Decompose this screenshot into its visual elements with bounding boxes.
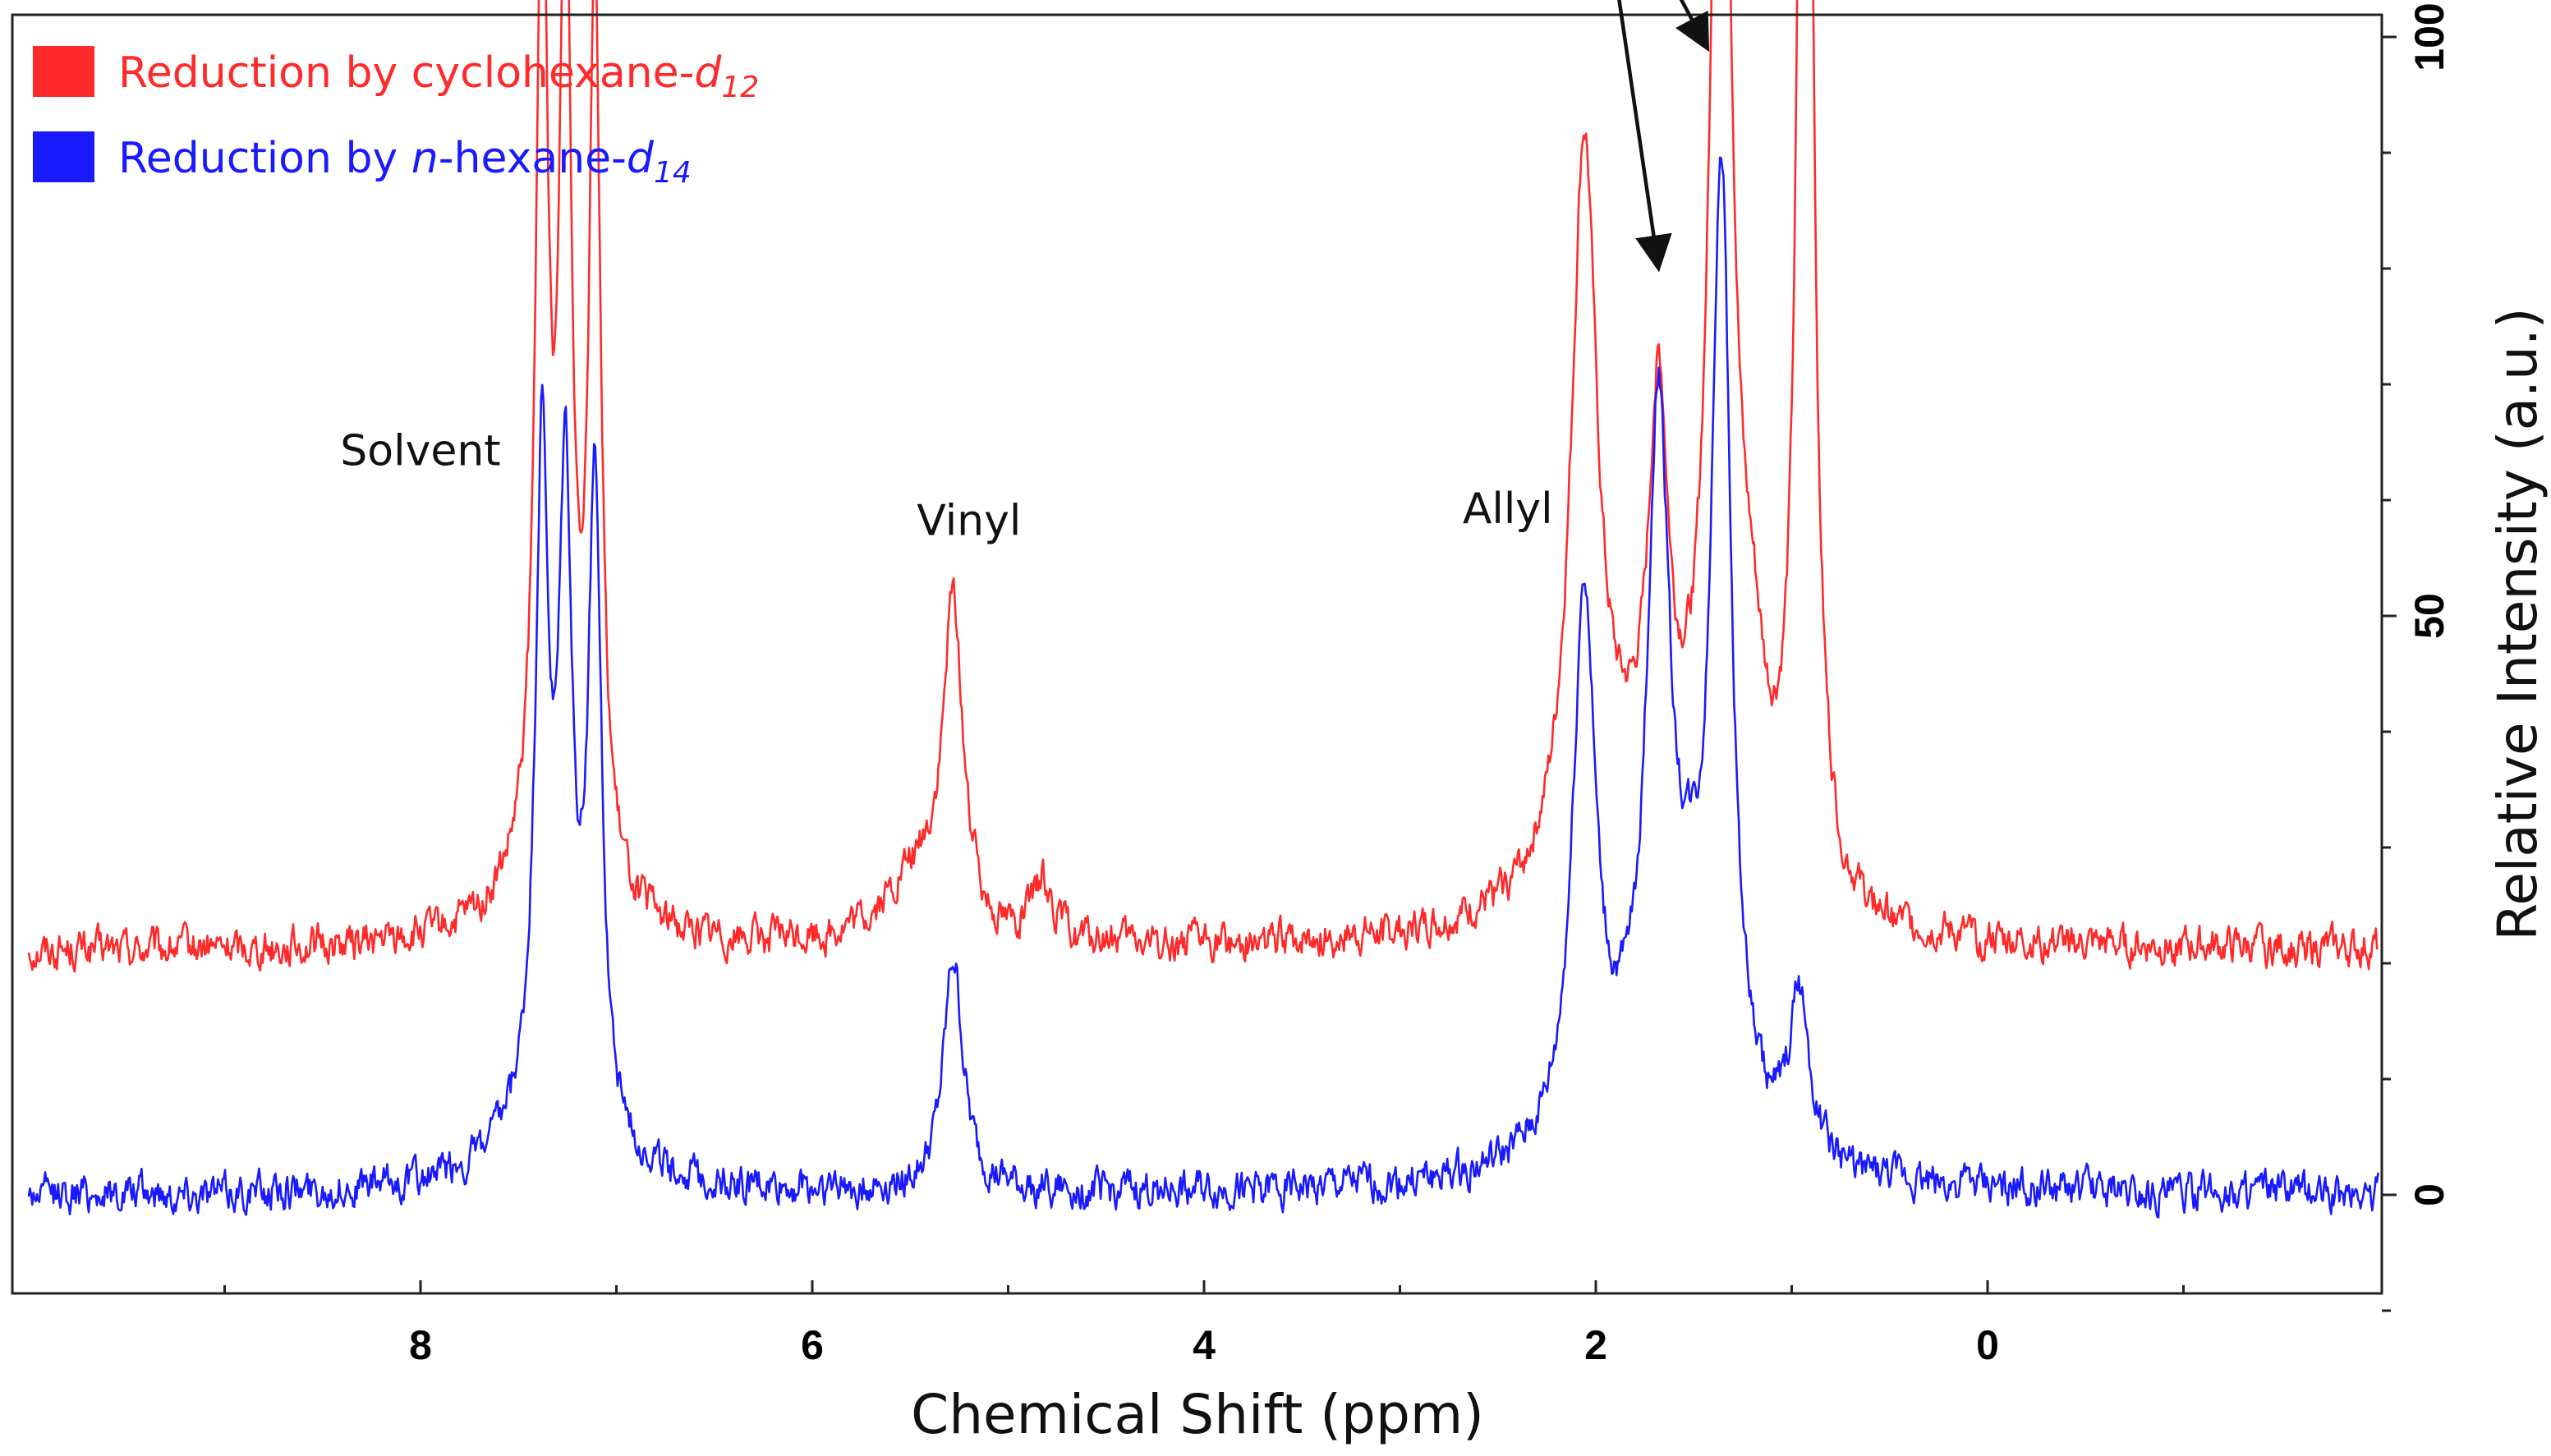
annotation-allyl: Allyl bbox=[1463, 485, 1553, 534]
y-tick-label: 0 bbox=[2406, 1183, 2452, 1206]
legend-swatch-1 bbox=[33, 46, 94, 97]
y-axis-title: Relative Intensity (a.u.) bbox=[2486, 307, 2549, 940]
x-tick-label: 0 bbox=[1976, 1322, 1999, 1368]
annotation-vinyl: Vinyl bbox=[917, 496, 1021, 545]
x-tick-label: 2 bbox=[1584, 1322, 1607, 1368]
methylene-arrow bbox=[1617, 0, 1672, 273]
legend: Reduction by cyclohexane-d12 Reduction by… bbox=[33, 46, 759, 190]
legend-label-1: Reduction by cyclohexane-d12 bbox=[118, 48, 759, 104]
legend-label-2: Reduction by n-hexane-d14 bbox=[118, 134, 692, 190]
annotations-layer: SolventVinylAllylMethyleneMethyl bbox=[340, 0, 1710, 545]
legend-swatch-2 bbox=[33, 131, 94, 182]
series-line-n-hexane-d14 bbox=[27, 156, 2379, 1219]
x-axis-title: Chemical Shift (ppm) bbox=[911, 1383, 1484, 1446]
y-tick-label: 50 bbox=[2406, 593, 2452, 639]
x-tick-label: 8 bbox=[409, 1322, 432, 1368]
annotation-solvent: Solvent bbox=[340, 427, 500, 476]
x-tick-label: 6 bbox=[801, 1322, 824, 1368]
ticks-layer: 86420050100150200 bbox=[223, 2, 2452, 1368]
methylene-arrow bbox=[1675, 0, 1710, 53]
y-tick-label: 100 bbox=[2406, 2, 2452, 71]
x-tick-label: 4 bbox=[1193, 1322, 1216, 1368]
series-layer bbox=[27, 0, 2379, 1219]
plot-frame bbox=[11, 13, 2383, 1295]
series-line-cyclohexane-d12 bbox=[27, 0, 2379, 973]
